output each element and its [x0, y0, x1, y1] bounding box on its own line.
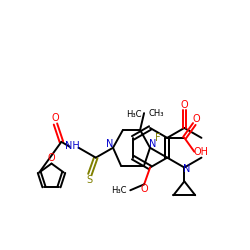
- Text: H₃C: H₃C: [111, 186, 126, 195]
- Text: F: F: [156, 133, 161, 143]
- Text: OH: OH: [194, 147, 209, 157]
- Text: O: O: [140, 184, 148, 194]
- Text: CH₃: CH₃: [148, 109, 164, 118]
- Text: H₃C: H₃C: [126, 110, 142, 118]
- Text: N: N: [149, 139, 157, 149]
- Text: NH: NH: [65, 141, 80, 151]
- Text: O: O: [52, 113, 59, 123]
- Text: N: N: [106, 139, 114, 149]
- Text: O: O: [48, 153, 55, 163]
- Text: O: O: [180, 100, 188, 110]
- Text: O: O: [192, 114, 200, 124]
- Text: N: N: [182, 164, 190, 173]
- Text: S: S: [87, 176, 93, 186]
